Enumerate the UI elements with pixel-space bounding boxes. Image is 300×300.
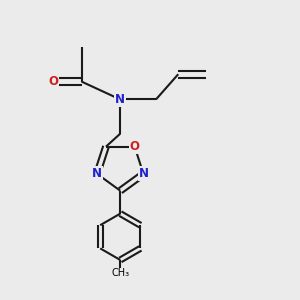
Text: N: N xyxy=(92,167,102,180)
Text: N: N xyxy=(139,167,148,180)
Text: N: N xyxy=(115,93,125,106)
Text: O: O xyxy=(130,140,140,153)
Text: CH₃: CH₃ xyxy=(111,268,129,278)
Text: O: O xyxy=(48,75,59,88)
